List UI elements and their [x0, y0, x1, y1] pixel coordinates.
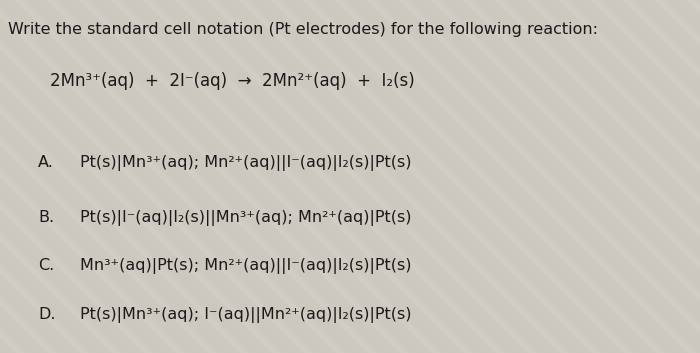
- Polygon shape: [415, 0, 700, 353]
- Polygon shape: [0, 0, 56, 353]
- Polygon shape: [351, 0, 700, 353]
- Text: Pt(s)|Mn³⁺(aq); I⁻(aq)||Mn²⁺(aq)|I₂(s)|Pt(s): Pt(s)|Mn³⁺(aq); I⁻(aq)||Mn²⁺(aq)|I₂(s)|P…: [80, 307, 412, 323]
- Polygon shape: [607, 0, 700, 353]
- Polygon shape: [0, 0, 344, 353]
- Polygon shape: [0, 0, 280, 353]
- Polygon shape: [111, 0, 472, 353]
- Polygon shape: [287, 0, 648, 353]
- Text: B.: B.: [38, 210, 54, 225]
- Text: C.: C.: [38, 258, 55, 273]
- Polygon shape: [463, 0, 700, 353]
- Polygon shape: [223, 0, 584, 353]
- Polygon shape: [0, 0, 40, 353]
- Polygon shape: [63, 0, 424, 353]
- Text: D.: D.: [38, 307, 55, 322]
- Polygon shape: [479, 0, 700, 353]
- Polygon shape: [47, 0, 408, 353]
- Polygon shape: [0, 0, 248, 353]
- Polygon shape: [655, 0, 700, 353]
- Text: Pt(s)|Mn³⁺(aq); Mn²⁺(aq)||I⁻(aq)|I₂(s)|Pt(s): Pt(s)|Mn³⁺(aq); Mn²⁺(aq)||I⁻(aq)|I₂(s)|P…: [80, 155, 412, 171]
- Polygon shape: [0, 0, 200, 353]
- Polygon shape: [175, 0, 536, 353]
- Polygon shape: [319, 0, 680, 353]
- Polygon shape: [0, 0, 88, 353]
- Polygon shape: [0, 0, 72, 353]
- Polygon shape: [0, 0, 24, 353]
- Text: 2Mn³⁺(aq)  +  2I⁻(aq)  →  2Mn²⁺(aq)  +  I₂(s): 2Mn³⁺(aq) + 2I⁻(aq) → 2Mn²⁺(aq) + I₂(s): [50, 72, 414, 90]
- Polygon shape: [0, 0, 136, 353]
- Polygon shape: [623, 0, 700, 353]
- Polygon shape: [0, 0, 216, 353]
- Polygon shape: [495, 0, 700, 353]
- Polygon shape: [207, 0, 568, 353]
- Polygon shape: [335, 0, 696, 353]
- Polygon shape: [431, 0, 700, 353]
- Polygon shape: [303, 0, 664, 353]
- Polygon shape: [527, 0, 700, 353]
- Polygon shape: [399, 0, 700, 353]
- Polygon shape: [159, 0, 520, 353]
- Polygon shape: [447, 0, 700, 353]
- Polygon shape: [0, 0, 168, 353]
- Polygon shape: [0, 0, 152, 353]
- Polygon shape: [15, 0, 376, 353]
- Polygon shape: [271, 0, 632, 353]
- Polygon shape: [687, 0, 700, 353]
- Polygon shape: [0, 0, 360, 353]
- Polygon shape: [0, 0, 104, 353]
- Polygon shape: [255, 0, 616, 353]
- Polygon shape: [0, 0, 296, 353]
- Polygon shape: [671, 0, 700, 353]
- Polygon shape: [0, 0, 232, 353]
- Polygon shape: [0, 0, 184, 353]
- Polygon shape: [575, 0, 700, 353]
- Text: Write the standard cell notation (Pt electrodes) for the following reaction:: Write the standard cell notation (Pt ele…: [8, 22, 598, 37]
- Polygon shape: [143, 0, 504, 353]
- Polygon shape: [95, 0, 456, 353]
- Polygon shape: [79, 0, 440, 353]
- Text: A.: A.: [38, 155, 54, 170]
- Polygon shape: [639, 0, 700, 353]
- Polygon shape: [383, 0, 700, 353]
- Polygon shape: [559, 0, 700, 353]
- Polygon shape: [511, 0, 700, 353]
- Polygon shape: [191, 0, 552, 353]
- Polygon shape: [543, 0, 700, 353]
- Polygon shape: [127, 0, 488, 353]
- Polygon shape: [0, 0, 120, 353]
- Polygon shape: [0, 0, 328, 353]
- Polygon shape: [31, 0, 392, 353]
- Text: Pt(s)|I⁻(aq)|I₂(s)||Mn³⁺(aq); Mn²⁺(aq)|Pt(s): Pt(s)|I⁻(aq)|I₂(s)||Mn³⁺(aq); Mn²⁺(aq)|P…: [80, 210, 412, 226]
- Polygon shape: [0, 0, 312, 353]
- Polygon shape: [0, 0, 8, 353]
- Polygon shape: [0, 0, 264, 353]
- Polygon shape: [239, 0, 600, 353]
- Polygon shape: [591, 0, 700, 353]
- Text: Mn³⁺(aq)|Pt(s); Mn²⁺(aq)||I⁻(aq)|I₂(s)|Pt(s): Mn³⁺(aq)|Pt(s); Mn²⁺(aq)||I⁻(aq)|I₂(s)|P…: [80, 258, 412, 274]
- Polygon shape: [367, 0, 700, 353]
